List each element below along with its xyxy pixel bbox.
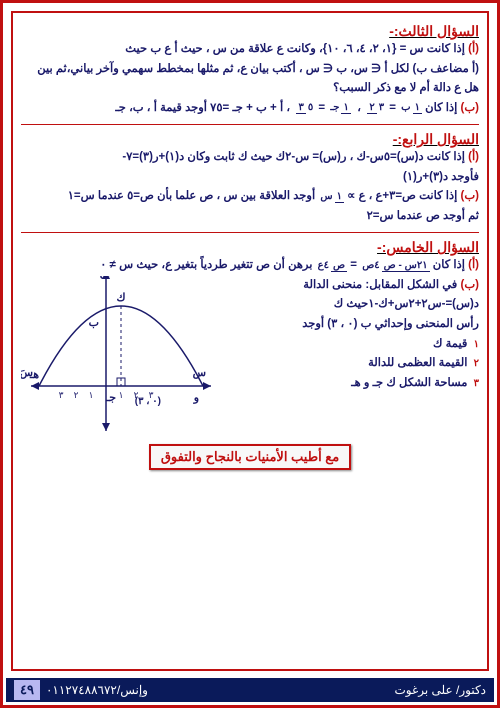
q3-a-line2: (أ مضاعف ب) لكل أ ∈ س، ب ∈ س ، أكتب بيان… (21, 60, 479, 80)
svg-text:١: ١ (89, 390, 94, 400)
q5-a-num: (أ) (468, 259, 479, 271)
q3-b-num: (ب) (461, 102, 480, 114)
divider-1 (21, 124, 479, 125)
graph: ١ ٢ ٣ ١ ٢ ٣ ص س سَ ك هـ و (21, 276, 221, 436)
svg-text:(٠ ، ٣): (٠ ، ٣) (135, 396, 161, 407)
footer-phone: وإنس/٠١١٢٧٤٨٨٦٧٢ (46, 683, 148, 697)
q4-b-num: (ب) (461, 190, 480, 202)
q5-b-num: (ب) (461, 279, 480, 291)
svg-text:ص: ص (100, 276, 113, 279)
wishes-box: مع أطيب الأمنيات بالنجاح والتفوق (149, 444, 351, 470)
q3-b-line: (ب) إذا كان ١ب = ٢٣ ، ١جـ = ٣٥ ، أ + ب +… (21, 99, 479, 119)
q4-a-num: (أ) (468, 151, 479, 163)
svg-text:هـ: هـ (29, 369, 39, 381)
svg-text:١: ١ (119, 390, 124, 400)
divider-2 (21, 232, 479, 233)
q4-b-line2: ثم أوجد ص عندما س=٢ (21, 207, 479, 227)
q4-b-line1: (ب) إذا كانت ص=٣+ع ، ع ∝ ١س أوجد العلاقة… (21, 187, 479, 207)
q4-a-line1: (أ) إذا كانت د(س)=٥س-ك ، ر(س)= س-٢ك حيث … (21, 148, 479, 168)
svg-text:س: س (193, 367, 206, 379)
q4-a-line2: فأوجد د(٣)+ر(١) (21, 168, 479, 188)
q3-a-num: (أ) (468, 43, 479, 55)
svg-text:ك: ك (116, 292, 125, 304)
page-number: ٤٩ (14, 680, 40, 700)
q4-title: السؤال الرابع:- (21, 131, 479, 148)
svg-text:٣: ٣ (59, 390, 64, 400)
q3-title: السؤال الثالث:- (21, 23, 479, 40)
footer-author: دكتور/ على برغوت (394, 683, 486, 697)
svg-text:جـ: جـ (105, 392, 116, 404)
svg-text:ب: ب (89, 317, 99, 329)
q3-a-line1: (أ) إذا كانت س = {١، ٢، ٤، ٦، ١٠}، وكانت… (21, 40, 479, 60)
q3-a-line3: هل ع دالة أم لا مع ذكر السبب؟ (21, 79, 479, 99)
svg-text:٢: ٢ (74, 390, 79, 400)
svg-text:و: و (193, 392, 199, 404)
footer: دكتور/ على برغوت وإنس/٠١١٢٧٤٨٨٦٧٢ ٤٩ (6, 678, 494, 702)
q5-title: السؤال الخامس:- (21, 239, 479, 256)
q5-a-line: (أ) إذا كان ٢١س - ص٤ص = ص٤ع برهن أن ص تت… (21, 256, 479, 276)
